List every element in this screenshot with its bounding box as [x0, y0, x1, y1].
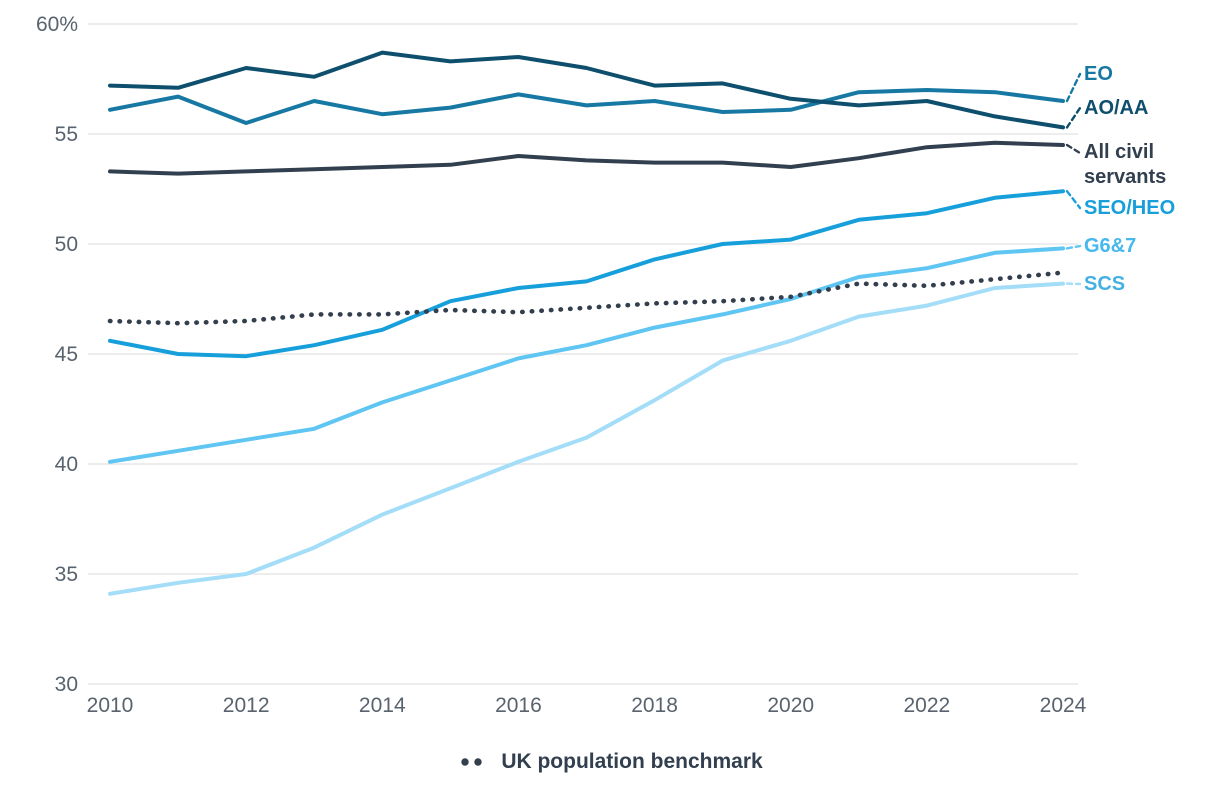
- label-leader-eo: [1065, 72, 1082, 103]
- label-leader-seo-heo: [1065, 189, 1082, 210]
- benchmark-dotted-marker-icon: [461, 758, 483, 766]
- series-line-seo-heo: [108, 189, 1065, 359]
- x-axis-tick-label: 2010: [87, 694, 134, 717]
- series-label-all-civil-servants: All civil servants: [1084, 141, 1167, 188]
- y-axis-tick-label: 50: [55, 233, 78, 256]
- y-axis-tick-label: 40: [55, 453, 78, 476]
- y-axis-tick-label: 30: [55, 673, 78, 696]
- y-axis-tick-label: 35: [55, 563, 78, 586]
- x-axis-tick-label: 2022: [903, 694, 950, 717]
- series-label-g6-7: G6&7: [1084, 235, 1137, 257]
- legend-benchmark-label: UK population benchmark: [501, 750, 763, 773]
- y-axis-tick-label: 45: [55, 343, 78, 366]
- x-axis-tick-label: 2018: [631, 694, 678, 717]
- series-label-ao-aa: AO/AA: [1084, 97, 1149, 119]
- series-line-uk-population-benchmark: [107, 270, 1066, 326]
- x-axis-tick-label: 2016: [495, 694, 542, 717]
- series-label-scs: SCS: [1084, 273, 1126, 295]
- series-label-eo: EO: [1084, 63, 1113, 85]
- label-leader-all-civil-servants: [1065, 143, 1082, 155]
- series-line-scs: [108, 281, 1065, 596]
- series-line-g6-7: [108, 246, 1065, 464]
- label-leader-g6-7: [1065, 244, 1082, 250]
- series-line-eo: [108, 88, 1065, 125]
- legend: UK population benchmark: [0, 750, 1220, 774]
- x-axis-tick-label: 2014: [359, 694, 406, 717]
- x-axis-tick-label: 2012: [223, 694, 270, 717]
- series-line-ao-aa: [108, 50, 1065, 130]
- x-axis-tick-label: 2024: [1040, 694, 1087, 717]
- x-axis-tick-label: 2020: [767, 694, 814, 717]
- y-axis-tick-label: 55: [55, 123, 78, 146]
- series-label-seo-heo: SEO/HEO: [1084, 197, 1176, 219]
- series-line-all-civil-servants: [108, 140, 1065, 176]
- label-leader-ao-aa: [1065, 106, 1082, 129]
- y-axis-tick-label: 60%: [36, 13, 78, 36]
